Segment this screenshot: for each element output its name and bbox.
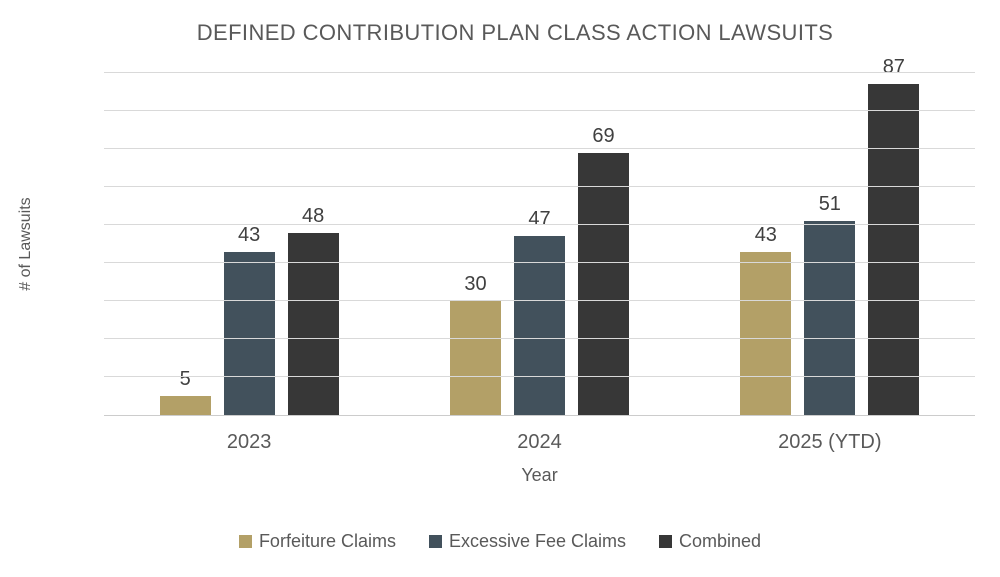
bar-wrap-excessive-fee-claims-2023: 43 bbox=[223, 224, 275, 415]
bar-group-2023: 5 43 48 bbox=[104, 73, 394, 415]
legend-item-forfeiture-claims: Forfeiture Claims bbox=[238, 531, 396, 552]
legend-swatch-icon bbox=[238, 535, 252, 548]
x-tick-label-2024: 2024 bbox=[517, 431, 562, 453]
bar-excessive-fee-claims-2025-ytd bbox=[804, 221, 856, 415]
bar-excessive-fee-claims-2023 bbox=[223, 252, 275, 415]
legend-label: Excessive Fee Claims bbox=[448, 531, 627, 551]
plot-area: 5 43 48 30 47 69 43 51 87 bbox=[104, 56, 975, 416]
bar-wrap-excessive-fee-claims-2025-ytd: 51 bbox=[804, 193, 856, 415]
bar-wrap-forfeiture-claims-2024: 30 bbox=[449, 273, 501, 415]
x-axis-labels: 2023 2024 2025 (YTD) bbox=[104, 431, 975, 454]
gridline-40 bbox=[104, 262, 975, 263]
gridline-60 bbox=[104, 186, 975, 187]
gridline-90 bbox=[104, 72, 975, 73]
legend-item-combined: Combined bbox=[659, 531, 761, 552]
bar-value-label-combined-2025-ytd: 87 bbox=[882, 56, 905, 78]
bar-value-label-forfeiture-claims-2024: 30 bbox=[464, 273, 487, 295]
bar-wrap-combined-2025-ytd: 87 bbox=[868, 56, 920, 415]
bar-combined-2024 bbox=[577, 153, 629, 415]
bar-value-label-excessive-fee-claims-2024: 47 bbox=[528, 208, 551, 230]
bar-forfeiture-claims-2023 bbox=[159, 396, 211, 415]
x-axis-line bbox=[104, 415, 975, 416]
legend-label: Combined bbox=[679, 531, 762, 551]
bar-forfeiture-claims-2024 bbox=[449, 301, 501, 415]
gridline-70 bbox=[104, 148, 975, 149]
chart-title: DEFINED CONTRIBUTION PLAN CLASS ACTION L… bbox=[196, 20, 834, 45]
bar-group-2025-ytd: 43 51 87 bbox=[685, 56, 975, 415]
gridline-20 bbox=[104, 338, 975, 339]
bar-combined-2023 bbox=[287, 233, 339, 415]
x-tick-label-2023: 2023 bbox=[226, 431, 272, 453]
bar-value-label-combined-2024: 69 bbox=[592, 125, 615, 147]
bar-value-label-excessive-fee-claims-2025-ytd: 51 bbox=[818, 193, 841, 215]
bar-wrap-excessive-fee-claims-2024: 47 bbox=[513, 208, 565, 415]
bar-excessive-fee-claims-2024 bbox=[513, 236, 565, 415]
x-axis-title: Year bbox=[521, 465, 558, 485]
bar-wrap-combined-2024: 69 bbox=[577, 125, 629, 415]
legend-label: Forfeiture Claims bbox=[258, 531, 396, 551]
bar-forfeiture-claims-2025-ytd bbox=[740, 252, 792, 415]
gridline-80 bbox=[104, 110, 975, 111]
x-tick-label-2025-ytd: 2025 (YTD) bbox=[778, 431, 882, 453]
y-axis-title: # of Lawsuits bbox=[17, 197, 34, 291]
bar-combined-2025-ytd bbox=[868, 84, 920, 415]
legend-item-excessive-fee-claims: Excessive Fee Claims bbox=[428, 531, 627, 552]
gridline-50 bbox=[104, 224, 975, 225]
bar-groups: 5 43 48 30 47 69 43 51 87 bbox=[104, 56, 975, 415]
legend-swatch-icon bbox=[428, 535, 442, 548]
bar-value-label-forfeiture-claims-2023: 5 bbox=[179, 368, 191, 390]
legend: Forfeiture Claims Excessive Fee Claims Com… bbox=[0, 531, 1000, 552]
legend-swatch-icon bbox=[659, 535, 673, 548]
bar-value-label-forfeiture-claims-2025-ytd: 43 bbox=[754, 224, 777, 246]
gridline-30 bbox=[104, 300, 975, 301]
bar-group-2024: 30 47 69 bbox=[394, 73, 684, 415]
bar-wrap-forfeiture-claims-2023: 5 bbox=[159, 368, 211, 415]
gridline-10 bbox=[104, 376, 975, 377]
bar-wrap-combined-2023: 48 bbox=[287, 205, 339, 415]
bar-value-label-excessive-fee-claims-2023: 43 bbox=[238, 224, 261, 246]
bar-value-label-combined-2023: 48 bbox=[302, 205, 325, 227]
bar-wrap-forfeiture-claims-2025-ytd: 43 bbox=[740, 224, 792, 415]
